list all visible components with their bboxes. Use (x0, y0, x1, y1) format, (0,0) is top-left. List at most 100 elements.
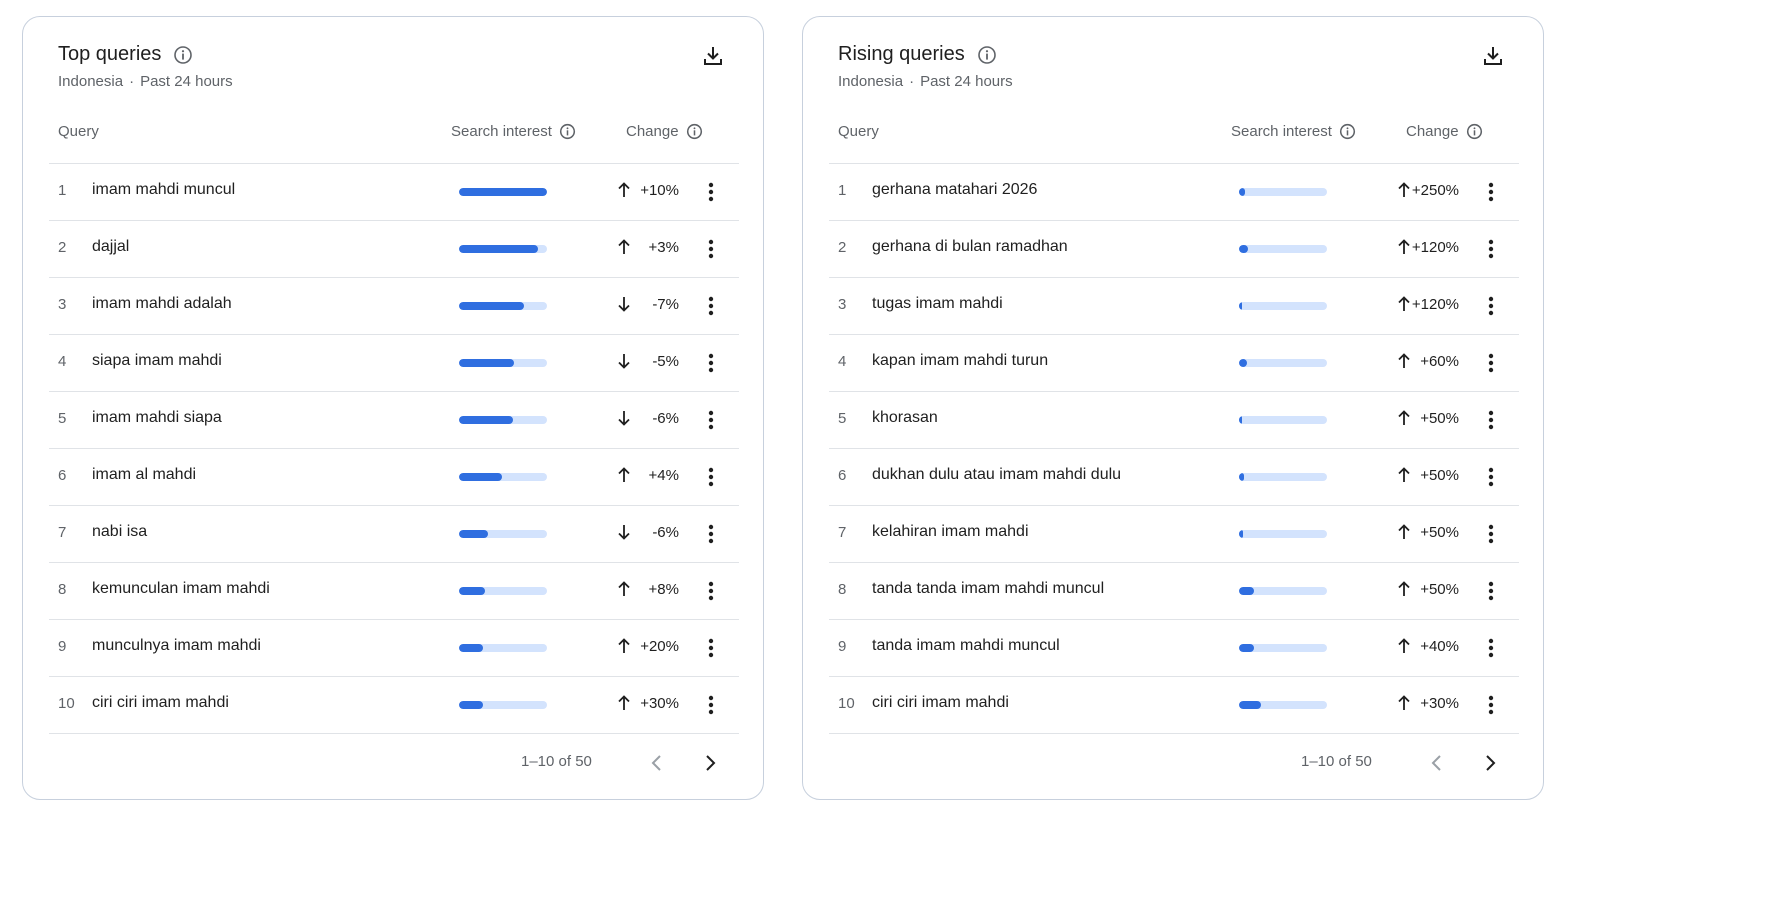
table-row[interactable]: 2 gerhana di bulan ramadhan +120% (829, 221, 1519, 278)
search-interest-fill (459, 644, 483, 652)
table-row[interactable]: 4 kapan imam mahdi turun +60% (829, 335, 1519, 392)
more-vert-icon[interactable] (707, 180, 715, 209)
card-title-text: Rising queries (838, 43, 965, 65)
column-header-query-label: Query (58, 123, 99, 140)
download-icon[interactable] (701, 44, 725, 73)
change-value: +250% (1411, 182, 1459, 199)
download-icon[interactable] (1481, 44, 1505, 73)
info-icon[interactable] (977, 45, 997, 65)
arrow-up-icon (1397, 465, 1411, 490)
more-vert-icon[interactable] (1487, 636, 1495, 665)
info-icon[interactable] (1339, 123, 1356, 140)
search-interest-bar (459, 245, 547, 253)
more-vert-icon[interactable] (1487, 465, 1495, 494)
location-label: Indonesia (838, 73, 904, 90)
change-value: +50% (1420, 410, 1459, 427)
table-row[interactable]: 4 siapa imam mahdi -5% (49, 335, 739, 392)
arrow-down-icon (617, 408, 631, 433)
row-rank: 4 (58, 353, 67, 370)
chevron-left-icon[interactable] (1425, 751, 1449, 780)
query-list: 1 gerhana matahari 2026 +250% 2 gerhana di b… (829, 163, 1519, 734)
table-row[interactable]: 8 tanda tanda imam mahdi muncul +50% (829, 563, 1519, 620)
more-vert-icon[interactable] (1487, 180, 1495, 209)
search-interest-fill (1239, 302, 1242, 310)
table-row[interactable]: 5 imam mahdi siapa -6% (49, 392, 739, 449)
search-interest-fill (1239, 530, 1243, 538)
query-text: siapa imam mahdi (92, 352, 222, 369)
query-text: khorasan (872, 409, 938, 426)
table-row[interactable]: 9 tanda imam mahdi muncul +40% (829, 620, 1519, 677)
chevron-right-icon[interactable] (1478, 751, 1502, 780)
column-header-query: Query (58, 123, 99, 140)
more-vert-icon[interactable] (707, 351, 715, 380)
chevron-left-icon[interactable] (645, 751, 669, 780)
table-row[interactable]: 7 nabi isa -6% (49, 506, 739, 563)
top-queries-card: Top queries Indonesia · Past 24 hours Quer… (22, 16, 764, 800)
column-header-change-label: Change (626, 123, 679, 140)
table-row[interactable]: 3 imam mahdi adalah -7% (49, 278, 739, 335)
more-vert-icon[interactable] (1487, 693, 1495, 722)
more-vert-icon[interactable] (1487, 408, 1495, 437)
more-vert-icon[interactable] (707, 294, 715, 323)
table-row[interactable]: 10 ciri ciri imam mahdi +30% (49, 677, 739, 734)
query-text: kemunculan imam mahdi (92, 580, 270, 597)
arrow-up-icon (1397, 237, 1411, 262)
more-vert-icon[interactable] (707, 408, 715, 437)
more-vert-icon[interactable] (1487, 579, 1495, 608)
more-vert-icon[interactable] (707, 693, 715, 722)
table-row[interactable]: 5 khorasan +50% (829, 392, 1519, 449)
more-vert-icon[interactable] (1487, 237, 1495, 266)
query-text: gerhana matahari 2026 (872, 181, 1038, 198)
info-icon[interactable] (686, 123, 703, 140)
query-text: imam mahdi siapa (92, 409, 222, 426)
more-vert-icon[interactable] (1487, 294, 1495, 323)
table-row[interactable]: 9 munculnya imam mahdi +20% (49, 620, 739, 677)
query-text: nabi isa (92, 523, 148, 540)
table-row[interactable]: 1 gerhana matahari 2026 +250% (829, 164, 1519, 221)
rising-queries-card: Rising queries Indonesia · Past 24 hours Q… (802, 16, 1544, 800)
info-icon[interactable] (1466, 123, 1483, 140)
more-vert-icon[interactable] (707, 522, 715, 551)
more-vert-icon[interactable] (707, 579, 715, 608)
pagination: 1–10 of 50 (23, 753, 763, 773)
row-rank: 6 (838, 467, 847, 484)
chevron-right-icon[interactable] (698, 751, 722, 780)
arrow-up-icon (1397, 294, 1411, 319)
card-title: Top queries (58, 43, 193, 66)
more-vert-icon[interactable] (1487, 351, 1495, 380)
row-rank: 10 (838, 695, 855, 712)
search-interest-bar (459, 359, 547, 367)
row-rank: 2 (838, 239, 847, 256)
card-subtitle: Indonesia · Past 24 hours (838, 73, 1013, 90)
row-rank: 6 (58, 467, 67, 484)
pagination-range: 1–10 of 50 (1301, 753, 1372, 770)
table-row[interactable]: 10 ciri ciri imam mahdi +30% (829, 677, 1519, 734)
info-icon[interactable] (559, 123, 576, 140)
search-interest-fill (1239, 416, 1242, 424)
search-interest-fill (1239, 245, 1248, 253)
search-interest-bar (1239, 416, 1327, 424)
change-value: +20% (640, 638, 679, 655)
table-row[interactable]: 6 dukhan dulu atau imam mahdi dulu +50% (829, 449, 1519, 506)
search-interest-bar (1239, 644, 1327, 652)
arrow-up-icon (1397, 579, 1411, 604)
query-text: gerhana di bulan ramadhan (872, 238, 1068, 255)
table-row[interactable]: 1 imam mahdi muncul +10% (49, 164, 739, 221)
table-row[interactable]: 6 imam al mahdi +4% (49, 449, 739, 506)
more-vert-icon[interactable] (707, 636, 715, 665)
search-interest-bar (459, 530, 547, 538)
table-row[interactable]: 7 kelahiran imam mahdi +50% (829, 506, 1519, 563)
arrow-up-icon (617, 237, 631, 262)
search-interest-fill (1239, 701, 1261, 709)
more-vert-icon[interactable] (707, 237, 715, 266)
change-value: +50% (1420, 467, 1459, 484)
row-rank: 1 (58, 182, 67, 199)
search-interest-fill (459, 701, 483, 709)
table-row[interactable]: 3 tugas imam mahdi +120% (829, 278, 1519, 335)
more-vert-icon[interactable] (707, 465, 715, 494)
info-icon[interactable] (173, 45, 193, 65)
table-row[interactable]: 2 dajjal +3% (49, 221, 739, 278)
more-vert-icon[interactable] (1487, 522, 1495, 551)
change-value: +4% (648, 467, 679, 484)
table-row[interactable]: 8 kemunculan imam mahdi +8% (49, 563, 739, 620)
